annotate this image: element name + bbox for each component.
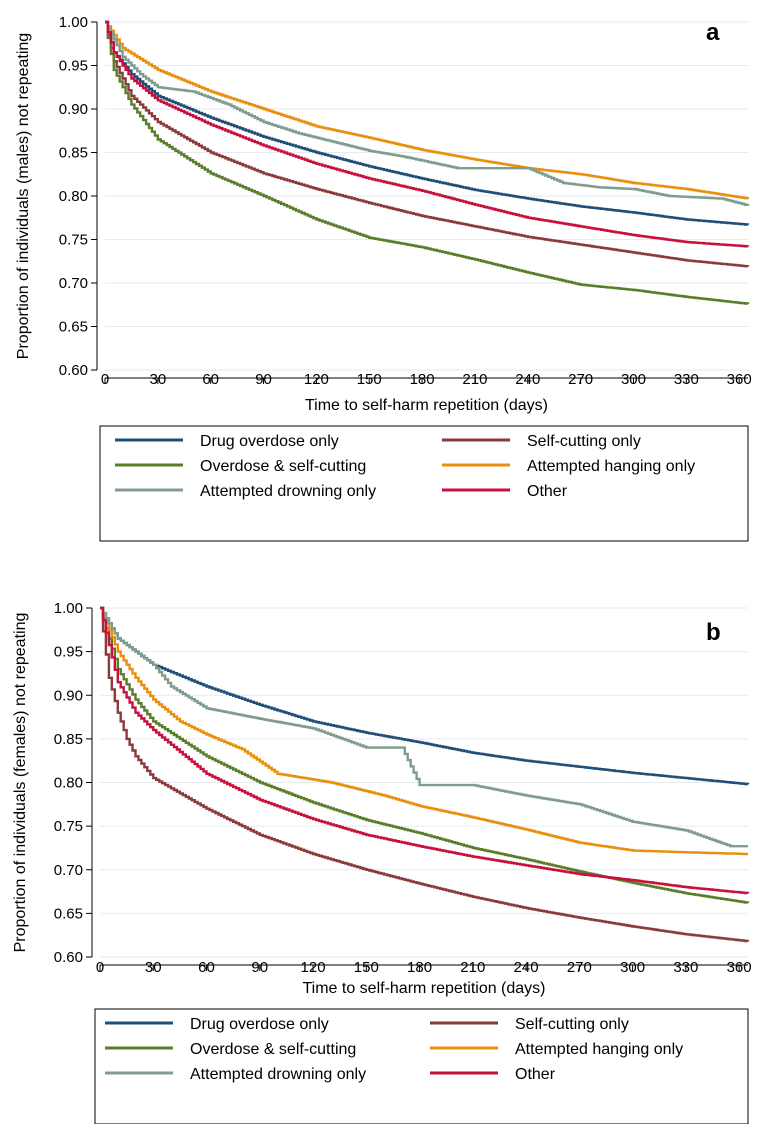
x-tick-label: 270	[568, 371, 593, 388]
y-tick-label: 0.80	[59, 188, 88, 205]
y-tick-label: 0.65	[59, 319, 88, 336]
series-line-drug_overdose	[105, 20, 750, 226]
y-tick-label: 0.90	[54, 687, 83, 704]
series-line-overdose_self_cutting	[105, 20, 750, 305]
y-tick-label: 0.85	[54, 731, 83, 748]
x-tick-label: 240	[515, 371, 540, 388]
y-tick-label: 1.00	[59, 14, 88, 31]
series-line-attempted_hanging	[105, 20, 750, 200]
legend-box	[99, 425, 749, 542]
x-tick-label: 210	[462, 371, 487, 388]
series-line-overdose_self_cutting	[100, 606, 750, 904]
y-tick-label: 0.70	[59, 275, 88, 292]
series-line-self_cutting	[100, 606, 750, 943]
x-tick-label: 180	[407, 959, 432, 976]
y-tick-label: 0.65	[54, 905, 83, 922]
legend-label: Self-cutting only	[527, 433, 641, 450]
x-tick-label: 330	[673, 959, 698, 976]
x-tick-label: 0	[96, 959, 104, 976]
legend-label: Overdose & self-cutting	[200, 458, 366, 475]
chart-panel-a: 0.60 0.65 0.70 0.75 0.80 0.85 0.90 0.95 1.00 0 30 6…	[15, 14, 752, 542]
legend-box	[94, 1008, 749, 1125]
x-tick-label: 120	[301, 959, 326, 976]
x-tick-label: 90	[251, 959, 268, 976]
y-tick-label: 0.80	[54, 775, 83, 792]
legend-label: Overdose & self-cutting	[190, 1041, 356, 1058]
panel-letter: a	[706, 19, 720, 46]
y-tick-label: 0.60	[59, 362, 88, 379]
x-tick-label: 30	[145, 959, 162, 976]
x-tick-label: 60	[198, 959, 215, 976]
y-tick-label: 0.75	[54, 818, 83, 835]
x-tick-label: 120	[304, 371, 329, 388]
chart-panel-b: 0.60 0.65 0.70 0.75 0.80 0.85 0.90 0.95 1.00 0 30 6…	[12, 600, 752, 1125]
legend-label: Attempted hanging only	[527, 458, 695, 475]
x-tick-label: 0	[101, 371, 109, 388]
x-tick-label: 300	[621, 371, 646, 388]
legend: Drug overdose only Self-cutting only Overd…	[94, 1008, 749, 1125]
x-tick-label: 90	[255, 371, 272, 388]
x-tick-label: 180	[410, 371, 435, 388]
legend-label: Other	[527, 483, 568, 500]
x-tick-label: 30	[150, 371, 167, 388]
y-tick-label: 0.90	[59, 101, 88, 118]
y-axis-title: Proportion of individuals (females) not …	[12, 613, 29, 953]
x-tick-label: 300	[620, 959, 645, 976]
x-axis-title: Time to self-harm repetition (days)	[305, 397, 548, 414]
y-axis-title: Proportion of individuals (males) not re…	[15, 33, 32, 359]
series-line-other	[100, 606, 750, 895]
x-tick-label: 150	[357, 371, 382, 388]
legend-label: Drug overdose only	[200, 433, 339, 450]
legend-label: Self-cutting only	[515, 1016, 629, 1033]
legend-label: Attempted hanging only	[515, 1041, 683, 1058]
y-tick-label: 0.70	[54, 862, 83, 879]
panel-letter: b	[706, 619, 721, 646]
x-tick-label: 330	[674, 371, 699, 388]
series-line-other	[105, 20, 750, 248]
legend-label: Attempted drowning only	[190, 1066, 366, 1083]
x-axis-title: Time to self-harm repetition (days)	[302, 980, 545, 997]
x-tick-label: 210	[460, 959, 485, 976]
y-tick-label: 1.00	[54, 600, 83, 617]
x-tick-label: 240	[514, 959, 539, 976]
x-tick-label: 60	[202, 371, 219, 388]
x-tick-label: 150	[354, 959, 379, 976]
y-tick-label: 0.85	[59, 145, 88, 162]
y-tick-label: 0.60	[54, 949, 83, 966]
x-tick-label: 360	[727, 959, 752, 976]
series-line-attempted_drowning	[100, 606, 748, 848]
y-tick-label: 0.95	[59, 58, 88, 75]
series-line-attempted_hanging	[100, 606, 748, 856]
x-tick-label: 270	[567, 959, 592, 976]
series-line-self_cutting	[105, 20, 750, 268]
y-tick-label: 0.95	[54, 644, 83, 661]
series-line-attempted_drowning	[105, 20, 750, 206]
legend-label: Drug overdose only	[190, 1016, 329, 1033]
legend-label: Attempted drowning only	[200, 483, 376, 500]
series-line-drug_overdose	[100, 606, 750, 786]
legend-label: Other	[515, 1066, 556, 1083]
y-tick-label: 0.75	[59, 232, 88, 249]
legend: Drug overdose only Self-cutting only Overd…	[99, 425, 749, 542]
x-tick-label: 360	[727, 371, 752, 388]
